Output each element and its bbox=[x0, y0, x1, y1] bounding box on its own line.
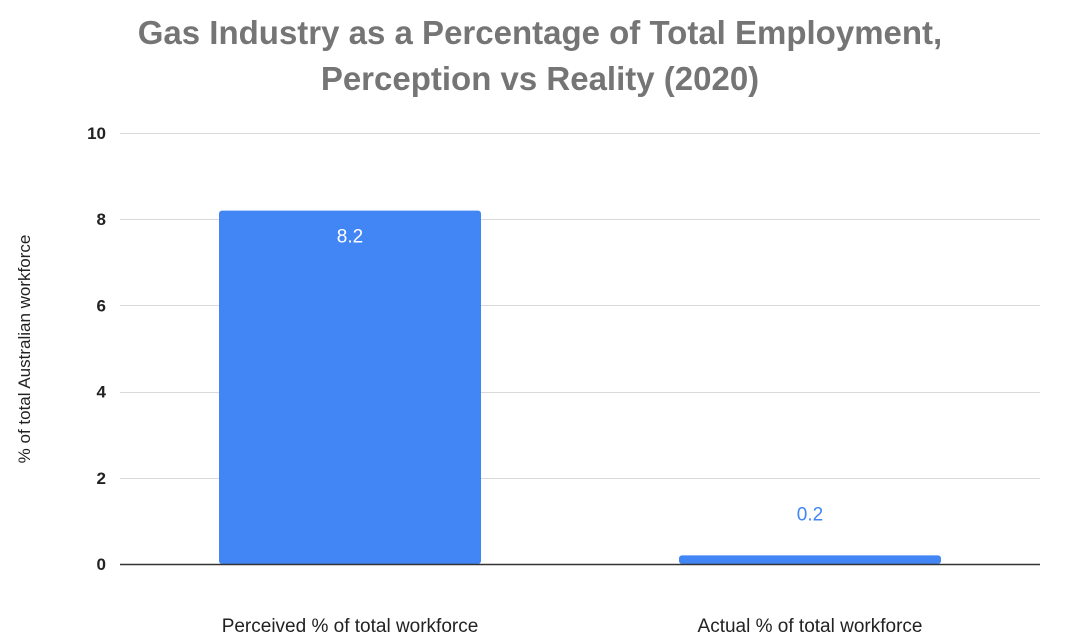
y-tick-label: 0 bbox=[97, 555, 106, 574]
data-labels: 8.2 0.2 bbox=[337, 227, 823, 526]
bar bbox=[679, 555, 941, 564]
chart-title-line-2: Perception vs Reality (2020) bbox=[321, 60, 759, 97]
y-axis-ticks: 0 2 4 6 8 10 bbox=[87, 124, 106, 574]
chart-title-line-1: Gas Industry as a Percentage of Total Em… bbox=[138, 14, 942, 51]
y-tick-label: 10 bbox=[87, 124, 106, 143]
x-category-label: Actual % of total workforce bbox=[698, 616, 923, 637]
y-tick-label: 8 bbox=[97, 210, 106, 229]
y-tick-label: 4 bbox=[97, 383, 107, 402]
bar bbox=[219, 210, 481, 564]
y-axis-label: % of total Australian workforce bbox=[15, 235, 34, 464]
y-tick-label: 2 bbox=[97, 469, 106, 488]
category-labels: Perceived % of total workforce Actual % o… bbox=[222, 616, 923, 637]
x-category-label: Perceived % of total workforce bbox=[222, 616, 479, 637]
data-label: 8.2 bbox=[337, 227, 363, 248]
y-tick-label: 6 bbox=[97, 296, 106, 315]
bars bbox=[219, 210, 941, 564]
data-label: 0.2 bbox=[797, 504, 823, 525]
